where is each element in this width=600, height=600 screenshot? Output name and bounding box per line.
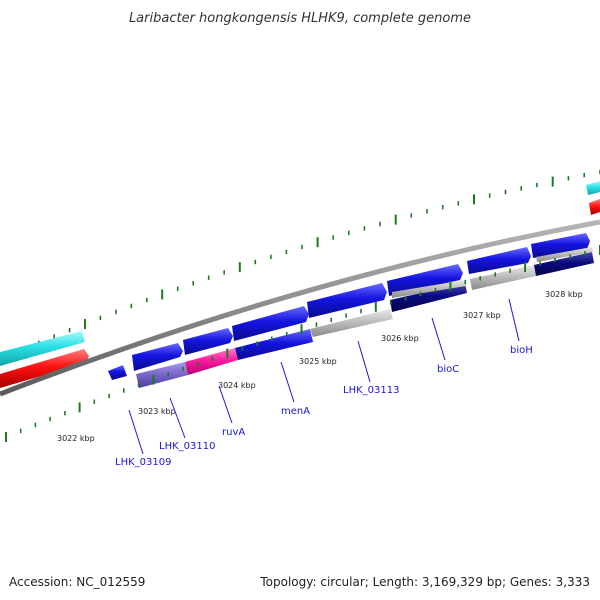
cds-arrow [307,283,387,318]
gene-label: menA [281,406,310,417]
backbone-ring [0,219,600,397]
gene-labels: LHK_03109 LHK_03110 ruvA menA LHK_03113 … [115,345,533,468]
inner-tick-ring [5,245,600,442]
leader-line [169,397,186,439]
leader-line [128,409,144,455]
kbp-label: 3028 kbp [545,290,583,299]
kbp-label: 3025 kbp [299,357,337,366]
cds-arrow-small [108,365,127,380]
feature-track-red-left [0,349,89,388]
gene-label: bioH [510,345,533,356]
gene-label: LHK_03110 [159,441,215,452]
cds-gray [392,280,466,298]
cds-arrow [467,247,531,274]
reverse-strand-genes [108,247,594,388]
gene-label: bioC [437,364,459,375]
feature-track-cyan-right [586,181,600,195]
feature-track-red-right [589,199,600,215]
cds-arrow [232,306,309,341]
gene-label-leaders [128,298,520,455]
cds-navy [390,283,467,312]
leader-line [218,385,233,424]
cds-navy [534,252,594,276]
kbp-label: 3024 kbp [218,381,256,390]
cds-arrow [183,328,233,355]
cds-gray [310,309,393,337]
gene-label: LHK_03109 [115,457,171,468]
feature-track-cyan-left [0,331,85,366]
cds-purple [136,362,188,388]
leader-line [431,317,446,361]
kbp-label: 3023 kbp [138,407,176,416]
gene-label: LHK_03113 [343,385,399,396]
cds-arrow [235,329,313,360]
cds-arrow [132,343,183,371]
cds-arrow [387,264,463,296]
map-title: Laribacter hongkongensis HLHK9, complete… [129,11,471,26]
leader-line [508,298,520,342]
leader-line [357,340,371,383]
cds-gray [470,265,536,290]
cds-gray [536,247,593,262]
accession-text: Accession: NC_012559 [9,575,145,589]
kbp-scale: 3022 kbp 3023 kbp 3024 kbp 3025 kbp 3026… [57,290,583,443]
cds-pink [185,348,238,375]
outer-tick-ring [7,169,600,361]
cds-arrow [531,233,590,258]
kbp-label: 3022 kbp [57,434,95,443]
gene-label: ruvA [222,427,245,438]
forward-strand-genes [132,233,590,371]
leader-line [280,361,295,403]
kbp-label: 3026 kbp [381,334,419,343]
kbp-label: 3027 kbp [463,311,501,320]
topology-text: Topology: circular; Length: 3,169,329 bp… [259,575,590,589]
